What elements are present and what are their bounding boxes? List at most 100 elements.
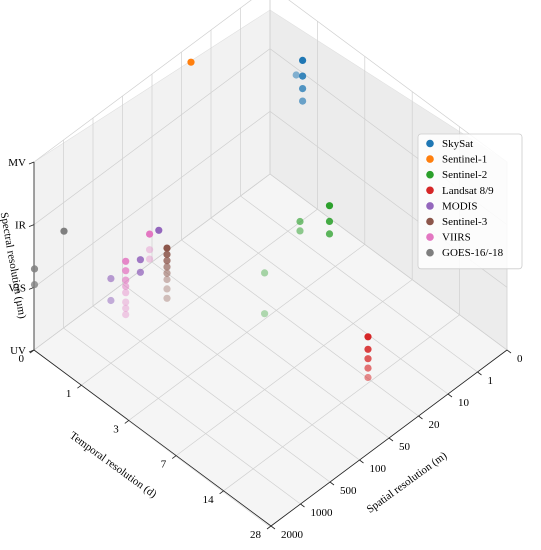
legend-label: Landsat 8/9 [442, 185, 494, 197]
data-point-goes-16-18 [30, 281, 39, 289]
z-tick-label: UV [10, 345, 26, 357]
data-point-sentinel-1 [187, 58, 195, 66]
data-point-modis [155, 226, 163, 234]
z-tick-label: IR [15, 220, 27, 232]
data-point-sentinel-2 [261, 269, 269, 277]
data-point-skysat [299, 56, 307, 64]
data-point-sentinel-2 [261, 310, 269, 318]
data-point-sentinel-2 [296, 227, 304, 235]
z-tick-label: MV [8, 157, 26, 169]
data-point-viirs [146, 230, 154, 238]
floor-grid-y [81, 208, 318, 386]
legend-marker [426, 139, 434, 148]
y-axis-line [33, 349, 272, 527]
floor-grid-x [181, 239, 419, 417]
floor-grid-y [128, 244, 366, 421]
data-point-sentinel-3 [163, 294, 171, 302]
y-tick-label: 1 [66, 388, 72, 400]
y-tick [77, 384, 82, 389]
legend-label: Sentinel-1 [442, 154, 487, 166]
data-point-viirs [122, 311, 130, 319]
data-point-sentinel-2 [325, 230, 334, 238]
data-point-sentinel-3 [163, 250, 171, 258]
legend-label: MODIS [442, 200, 477, 212]
y-tick [124, 420, 130, 424]
z-tick [28, 224, 35, 228]
x-tick [506, 349, 512, 354]
data-point-skysat [299, 72, 307, 80]
data-point-landsat-8-9 [364, 333, 372, 341]
y-tick-label: 0 [19, 353, 25, 365]
legend-box [417, 133, 523, 270]
data-point-sentinel-3 [163, 285, 171, 293]
floor-grid-x [210, 217, 449, 395]
x-tick [477, 371, 482, 376]
x-tick-label: 1 [488, 375, 494, 387]
legend-label: SkySat [442, 138, 473, 150]
floor-grid-x [92, 305, 331, 483]
data-point-sentinel-2 [325, 217, 334, 225]
x-tick-label: 500 [340, 485, 357, 497]
data-point-sentinel-3 [163, 244, 171, 252]
legend-label: Sentinel-2 [442, 169, 487, 181]
x-tick [329, 481, 335, 486]
y-tick [219, 490, 224, 495]
y-tick-label: 3 [113, 423, 119, 435]
x-tick [359, 459, 364, 464]
data-point-sentinel-3 [163, 275, 171, 284]
y-tick [266, 525, 272, 530]
data-point-modis [136, 256, 144, 264]
floor-grid-x [63, 327, 301, 505]
data-point-viirs [146, 255, 154, 263]
y-tick-label: 28 [250, 529, 262, 541]
y-tick [171, 455, 177, 459]
x-tick [388, 437, 394, 442]
data-point-goes-16-18 [60, 227, 68, 235]
data-point-modis [136, 268, 144, 276]
data-point-viirs [122, 289, 130, 297]
x-tick-label: 100 [370, 463, 387, 475]
legend-label: GOES-16/-18 [442, 247, 504, 259]
legend-marker [426, 170, 434, 179]
floor-grid-y [223, 314, 460, 492]
data-point-viirs [122, 304, 130, 312]
data-point-sentinel-3 [163, 269, 171, 277]
x-tick [418, 415, 423, 420]
y-tick-label: 7 [161, 459, 167, 471]
data-point-sentinel-3 [163, 263, 171, 271]
legend-marker [426, 233, 434, 241]
data-point-modis [107, 275, 115, 283]
data-point-skysat [292, 71, 300, 79]
data-point-viirs [122, 267, 130, 275]
data-point-landsat-8-9 [364, 355, 372, 363]
data-point-viirs [122, 276, 130, 284]
legend-marker [426, 248, 434, 257]
data-point-viirs [146, 246, 154, 254]
x-tick-label: 2000 [281, 529, 304, 541]
x-tick-label: 0 [517, 353, 523, 365]
legend-marker [426, 217, 434, 226]
x-tick-label: 1000 [311, 507, 334, 519]
legend-label: VIIRS [442, 232, 471, 244]
floor-grid-x [151, 261, 390, 439]
y-axis-label: Temporal resolution (d) [67, 430, 159, 501]
data-point-goes-16-18 [30, 265, 39, 273]
data-point-viirs [122, 282, 130, 290]
legend-marker [426, 155, 434, 163]
data-point-sentinel-2 [325, 202, 334, 210]
x-tick [447, 393, 453, 398]
data-point-sentinel-3 [163, 257, 171, 265]
floor-grid-x [122, 283, 360, 461]
data-point-sentinel-2 [296, 217, 304, 226]
x-tick [270, 525, 276, 530]
data-point-skysat [299, 85, 307, 93]
x-tick [300, 503, 305, 508]
data-point-skysat [299, 97, 307, 105]
wall-grid-z [33, 0, 508, 163]
wall-grid-z [33, 173, 508, 351]
data-point-landsat-8-9 [364, 345, 372, 353]
legend: SkySat Sentinel-1 Sentinel-2 Landsat 8/9 MOD… [417, 133, 523, 270]
floor-grid-y [175, 279, 413, 456]
